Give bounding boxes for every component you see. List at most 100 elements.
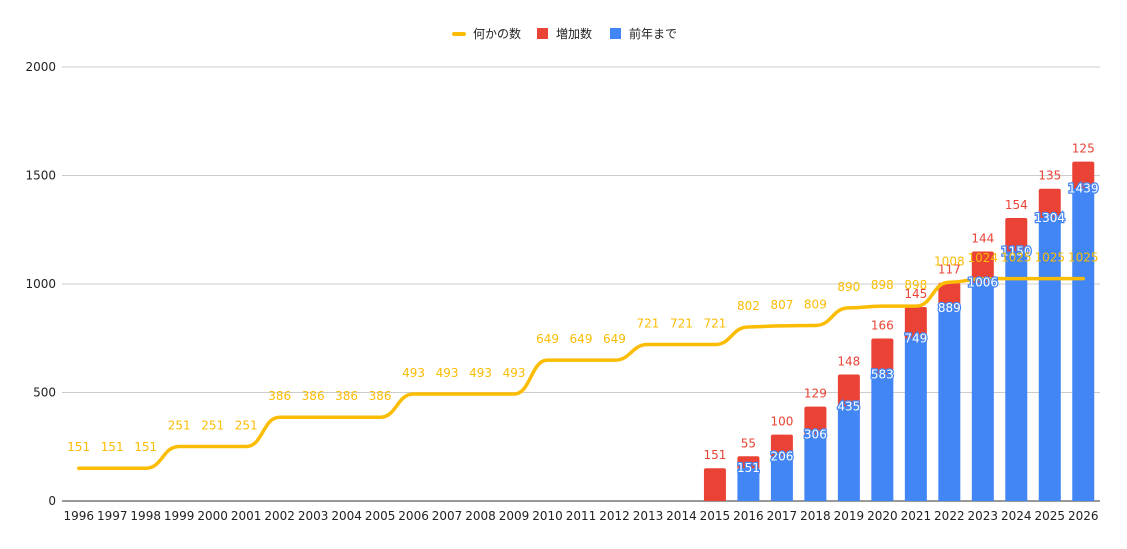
x-tick-label: 2014: [666, 509, 697, 523]
x-tick-label: 2022: [934, 509, 965, 523]
x-tick-label: 2012: [599, 509, 630, 523]
data-label-line: 1025: [1035, 251, 1066, 265]
data-label-line: 151: [67, 440, 90, 454]
bar-increase: [804, 406, 827, 435]
legend-label-previous: 前年まで: [629, 26, 677, 41]
x-tick-label: 2007: [432, 509, 463, 523]
legend-item-previous[interactable]: 前年まで: [610, 26, 677, 41]
data-label-line: 386: [335, 389, 358, 403]
x-tick-label: 2005: [365, 509, 396, 523]
x-axis: 1996 1997 1998 1999 2000 2001 2002 2003 2004 2005…: [63, 509, 1098, 523]
data-label-increase: 151: [703, 448, 726, 462]
y-axis: 0 500 1000 1500 2000: [25, 60, 56, 508]
bar-previous: [770, 456, 793, 501]
bar-increase: [837, 374, 860, 407]
data-label-previous: 206: [770, 449, 793, 463]
data-label-line: 251: [235, 419, 258, 433]
data-label-line: 649: [536, 332, 559, 346]
data-label-line: 1008: [934, 254, 965, 268]
data-label-increase: 148: [837, 354, 860, 368]
legend-increase-swatch: [537, 28, 548, 39]
data-label-line: 1025: [1068, 251, 1099, 265]
bar-increase: [971, 251, 994, 283]
data-label-increase: 55: [741, 436, 756, 450]
legend-item-line[interactable]: 何かの数: [452, 26, 521, 41]
data-label-previous: 749: [904, 331, 927, 345]
data-label-previous: 583: [871, 367, 894, 381]
x-tick-label: 2018: [800, 509, 831, 523]
x-tick-label: 2004: [331, 509, 362, 523]
x-tick-label: 2011: [566, 509, 597, 523]
data-label-line: 386: [302, 389, 325, 403]
data-label-increase: 166: [871, 318, 894, 332]
bars: [703, 161, 1095, 502]
data-label-line: 649: [603, 332, 626, 346]
data-label-increase: 100: [770, 415, 793, 429]
bar-increase: [1038, 188, 1061, 219]
data-label-line: 151: [134, 440, 157, 454]
x-tick-label: 2025: [1035, 509, 1066, 523]
x-tick-label: 2016: [733, 509, 764, 523]
x-tick-label: 1998: [130, 509, 161, 523]
data-label-line: 493: [469, 366, 492, 380]
data-label-increase: 129: [804, 387, 827, 401]
legend-item-increase[interactable]: 増加数: [537, 26, 592, 41]
data-label-line: 721: [637, 317, 660, 331]
bar-previous: [1005, 251, 1028, 501]
x-tick-label: 2008: [465, 509, 496, 523]
y-tick-label: 1500: [25, 169, 56, 183]
data-label-line: 493: [402, 366, 425, 380]
bar-previous: [938, 308, 961, 501]
data-label-increase: 144: [971, 231, 994, 245]
data-label-line: 809: [804, 297, 827, 311]
bar-increase: [737, 456, 760, 469]
bar-increase: [703, 468, 726, 501]
data-label-line: 802: [737, 299, 760, 313]
data-label-line: 721: [670, 317, 693, 331]
data-label-line: 251: [201, 419, 224, 433]
data-label-previous: 1006: [968, 276, 999, 290]
data-label-line: 649: [570, 332, 593, 346]
x-tick-label: 2002: [264, 509, 295, 523]
data-label-previous: 435: [837, 400, 860, 414]
bar-increase: [770, 434, 793, 457]
data-label-increase: 135: [1038, 169, 1061, 183]
line-path: [76, 276, 1086, 470]
x-tick-label: 2001: [231, 509, 262, 523]
y-tick-label: 0: [48, 494, 56, 508]
data-label-previous: 1439: [1068, 182, 1099, 196]
data-label-line: 721: [703, 317, 726, 331]
data-label-line: 807: [770, 298, 793, 312]
line-series: [76, 276, 1086, 470]
data-label-line: 890: [837, 280, 860, 294]
x-tick-label: 1999: [164, 509, 195, 523]
y-tick-label: 500: [33, 386, 56, 400]
x-tick-label: 2020: [867, 509, 898, 523]
data-label-line: 151: [101, 440, 124, 454]
legend-label-increase: 増加数: [556, 26, 592, 41]
x-tick-label: 2015: [700, 509, 731, 523]
data-label-line: 493: [436, 366, 459, 380]
data-label-previous: 1304: [1035, 211, 1066, 225]
bar-increase: [938, 282, 961, 309]
data-label-previous: 1150: [1001, 244, 1032, 258]
bar-previous: [904, 338, 927, 501]
x-tick-label: 2006: [398, 509, 429, 523]
x-tick-label: 1997: [97, 509, 128, 523]
bar-increase: [871, 338, 894, 375]
bar-previous: [804, 434, 827, 501]
bar-increase: [904, 307, 927, 339]
data-label-line: 1025: [1001, 251, 1032, 265]
data-label-increase: 125: [1072, 142, 1095, 156]
data-labels: 151 55 151 100 206 129 306 148 435 166 583 145 749 11…: [67, 142, 1099, 477]
x-tick-label: 2021: [901, 509, 932, 523]
bar-previous: [1072, 188, 1095, 501]
x-tick-label: 2024: [1001, 509, 1032, 523]
x-tick-label: 2003: [298, 509, 329, 523]
gridlines: [62, 66, 1100, 502]
data-label-increase: 145: [904, 287, 927, 301]
x-tick-label: 2023: [968, 509, 999, 523]
data-label-line: 386: [369, 389, 392, 403]
data-label-increase: 154: [1005, 198, 1028, 212]
